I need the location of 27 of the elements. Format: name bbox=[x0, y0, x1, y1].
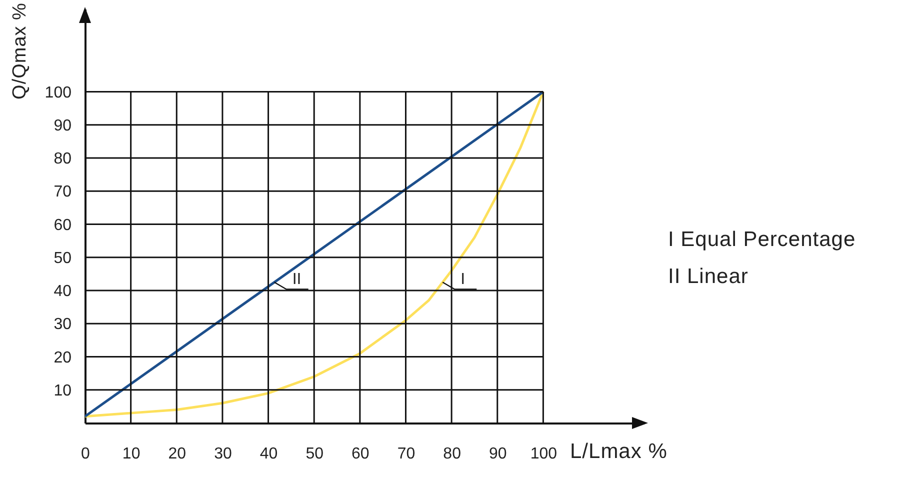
y-axis-title: Q/Qmax % bbox=[9, 2, 32, 100]
series-label: I bbox=[460, 271, 466, 288]
x-tick-label: 90 bbox=[488, 446, 507, 462]
series-label: II bbox=[292, 271, 302, 288]
x-tick-label: 40 bbox=[260, 446, 278, 462]
x-tick-label: 50 bbox=[306, 446, 324, 462]
x-axis-title: L/Lmax % bbox=[570, 440, 668, 464]
x-tick-label: 30 bbox=[214, 446, 232, 462]
x-tick-label: 0 bbox=[81, 446, 90, 462]
x-tick-label: 80 bbox=[443, 446, 462, 462]
y-tick-label: 30 bbox=[54, 316, 72, 334]
y-tick-label: 60 bbox=[54, 216, 72, 234]
y-tick-label: 50 bbox=[54, 250, 72, 267]
x-tick-label: 20 bbox=[168, 446, 186, 462]
y-tick-label: 70 bbox=[54, 184, 72, 201]
y-tick-label: 100 bbox=[44, 84, 72, 102]
y-tick-label: 40 bbox=[54, 283, 72, 300]
x-tick-label: 100 bbox=[530, 446, 558, 462]
text: I Equal Percentage bbox=[668, 228, 856, 252]
y-tick-label: 20 bbox=[54, 349, 72, 366]
y-tick-label: 10 bbox=[54, 382, 72, 400]
x-tick-label: 70 bbox=[397, 446, 416, 462]
text: II Linear bbox=[668, 265, 748, 289]
y-tick-label: 80 bbox=[54, 150, 72, 168]
y-tick-label: 90 bbox=[54, 117, 72, 134]
x-tick-label: 10 bbox=[122, 446, 140, 462]
x-tick-label: 60 bbox=[352, 446, 370, 462]
